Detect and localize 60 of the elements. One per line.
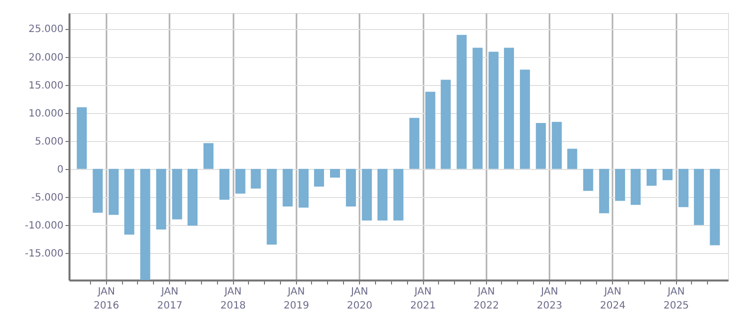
bar <box>710 168 720 246</box>
y-tick-label: 0 <box>57 164 64 176</box>
bar <box>646 168 657 186</box>
bar <box>662 168 673 180</box>
bar <box>583 168 594 191</box>
bar <box>694 168 704 226</box>
bar <box>76 107 87 169</box>
y-tick-label: -15.000 <box>24 248 64 260</box>
bar <box>266 168 277 245</box>
bar <box>552 122 562 169</box>
bar <box>298 168 309 208</box>
bar <box>456 34 467 169</box>
bar <box>108 168 119 215</box>
bar <box>235 168 246 194</box>
x-tick-label: JAN 2016 <box>94 286 120 312</box>
bar <box>488 52 499 169</box>
bar <box>536 122 546 169</box>
y-tick-label: 15.000 <box>28 80 64 92</box>
bar <box>362 168 372 221</box>
x-tick-label: JAN 2019 <box>284 286 310 312</box>
bar <box>425 92 436 169</box>
x-tick-label: JAN 2023 <box>536 286 562 312</box>
x-tick-label: JAN 2018 <box>220 286 246 312</box>
bar <box>282 168 293 207</box>
bar <box>219 168 230 200</box>
bar <box>250 168 261 189</box>
bar <box>188 168 198 226</box>
bar <box>377 168 388 221</box>
bar <box>92 168 103 213</box>
bar <box>203 143 214 169</box>
x-tick-label: JAN 2022 <box>474 286 499 312</box>
bar <box>409 118 420 169</box>
bar <box>630 168 641 205</box>
y-tick-label: -10.000 <box>24 220 64 232</box>
x-tick-label: JAN 2020 <box>346 286 372 312</box>
x-tick-label: JAN 2024 <box>600 286 626 312</box>
y-tick-label: -5.000 <box>31 192 64 204</box>
bar <box>314 168 324 187</box>
y-tick-label: 10.000 <box>28 108 64 120</box>
bar <box>520 70 530 169</box>
bar <box>615 168 626 201</box>
bar <box>172 168 182 220</box>
bar <box>140 168 150 280</box>
bar <box>504 48 514 169</box>
bar <box>393 168 404 221</box>
bar <box>472 48 483 169</box>
bar <box>678 168 688 208</box>
bar <box>124 168 134 235</box>
bar <box>156 168 166 230</box>
bar <box>346 168 356 207</box>
bar <box>599 168 610 214</box>
bar <box>330 168 340 178</box>
y-tick-label: 25.000 <box>28 24 64 36</box>
x-tick-label: JAN 2025 <box>663 286 689 312</box>
y-tick-label: 20.000 <box>28 52 64 64</box>
x-tick-label: JAN 2021 <box>410 286 436 312</box>
y-tick-label: 5.000 <box>34 136 64 148</box>
bar <box>440 80 451 169</box>
bar <box>567 148 578 169</box>
x-tick-label: JAN 2017 <box>157 286 183 312</box>
